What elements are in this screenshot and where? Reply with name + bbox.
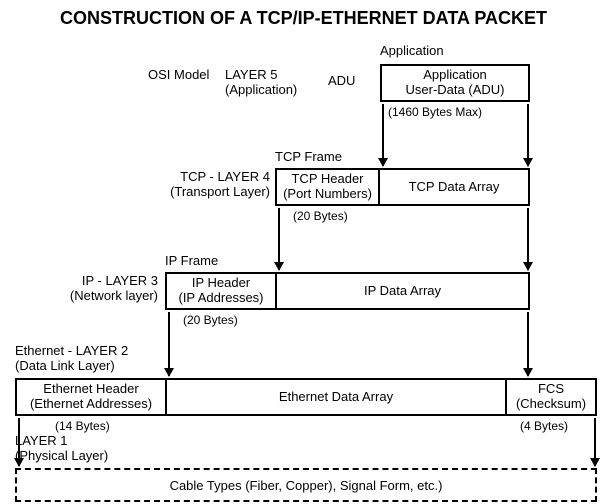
adu-abbr: ADU (328, 74, 355, 89)
ip-data-box: IP Data Array (275, 272, 530, 310)
app-label: Application (380, 44, 444, 59)
diagram-title: CONSTRUCTION OF A TCP/IP-ETHERNET DATA P… (0, 8, 607, 29)
phy-cable-box: Cable Types (Fiber, Copper), Signal Form… (15, 468, 597, 502)
ip-frame-label: IP Frame (165, 254, 218, 269)
arrow-eth-right (594, 418, 596, 466)
layer5-label: LAYER 5 (Application) (225, 68, 297, 98)
adu-bytes-note: (1460 Bytes Max) (388, 106, 482, 120)
tcp-data-box: TCP Data Array (378, 168, 530, 206)
arrow-tcp-right (527, 208, 529, 270)
arrow-tcp-left (278, 208, 280, 270)
eth-header-box: Ethernet Header (Ethernet Addresses) (15, 378, 167, 416)
tcp-header-note: (20 Bytes) (293, 210, 348, 224)
phy-layer-label: LAYER 1 (Physical Layer) (15, 434, 108, 464)
arrow-adu-left (382, 104, 384, 166)
arrow-ip-right (527, 312, 529, 376)
tcp-frame-label: TCP Frame (275, 150, 342, 165)
tcp-layer-label: TCP - LAYER 4 (Transport Layer) (130, 170, 270, 200)
osi-model-label: OSI Model (148, 68, 209, 83)
ip-header-note: (20 Bytes) (183, 314, 238, 328)
arrow-ip-left (168, 312, 170, 376)
arrow-adu-right (527, 104, 529, 166)
eth-fcs-box: FCS (Checksum) (505, 378, 597, 416)
adu-box: Application User-Data (ADU) (380, 64, 530, 102)
eth-header-note: (14 Bytes) (55, 420, 110, 434)
ip-layer-label: IP - LAYER 3 (Network layer) (30, 274, 158, 304)
tcp-header-box: TCP Header (Port Numbers) (275, 168, 380, 206)
eth-layer-label: Ethernet - LAYER 2 (Data Link Layer) (15, 344, 128, 374)
eth-data-box: Ethernet Data Array (165, 378, 507, 416)
eth-fcs-note: (4 Bytes) (520, 420, 568, 434)
ip-header-box: IP Header (IP Addresses) (165, 272, 277, 310)
